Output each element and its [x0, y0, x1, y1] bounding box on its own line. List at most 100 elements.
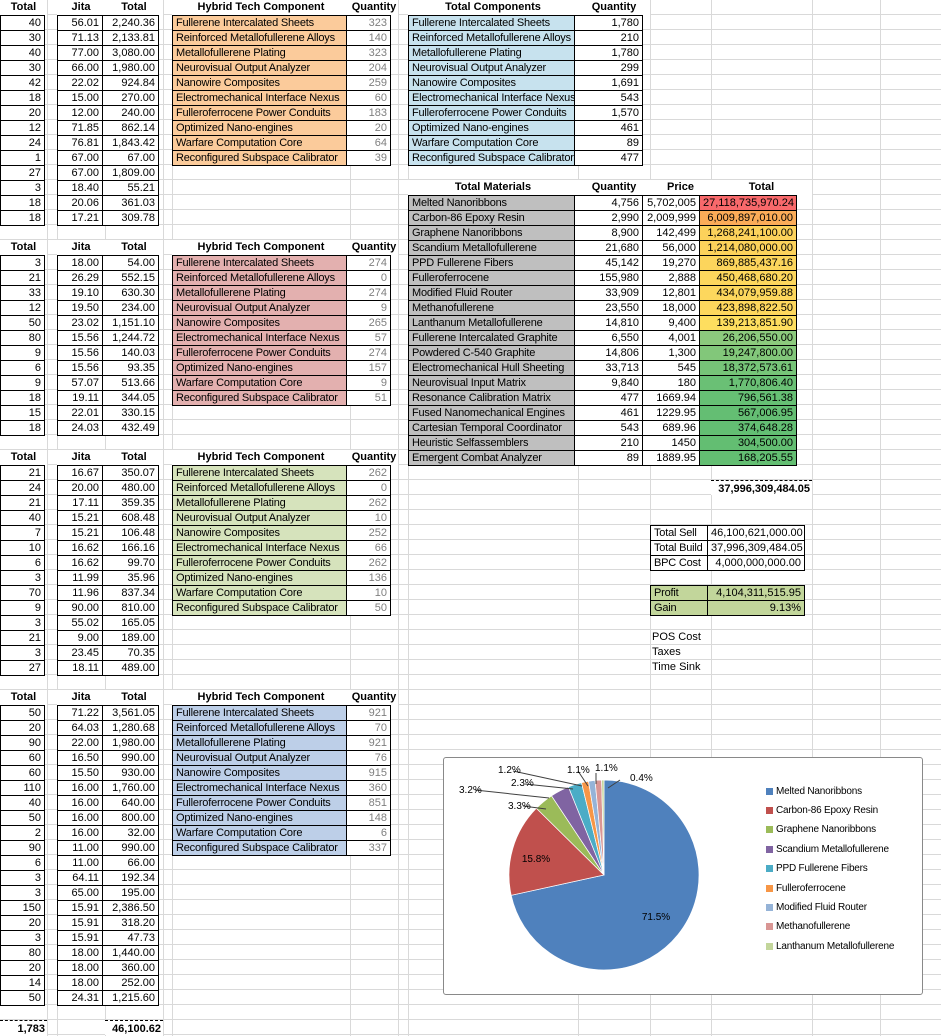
material-total-cell[interactable]: 869,885,437.16 — [699, 255, 797, 271]
component-name-cell[interactable]: Optimized Nano-engines — [408, 120, 575, 136]
row-total-cell[interactable]: 630.30 — [102, 285, 159, 301]
run-quantity-cell[interactable]: 60 — [0, 750, 45, 766]
component-name-cell[interactable]: Optimized Nano-engines — [172, 360, 347, 376]
jita-price-cell[interactable]: 16.00 — [57, 825, 103, 841]
row-total-cell[interactable]: 189.00 — [102, 630, 159, 646]
row-total-cell[interactable]: 270.00 — [102, 90, 159, 106]
row-total-cell[interactable]: 309.78 — [102, 210, 159, 226]
run-quantity-cell[interactable]: 40 — [0, 45, 45, 61]
run-quantity-cell[interactable]: 30 — [0, 60, 45, 76]
material-price-cell[interactable]: 1229.95 — [642, 405, 700, 421]
run-quantity-cell[interactable]: 9 — [0, 375, 45, 391]
jita-price-cell[interactable]: 22.01 — [57, 405, 103, 421]
run-quantity-cell[interactable]: 2 — [0, 825, 45, 841]
component-name-cell[interactable]: Reconfigured Subspace Calibrator — [172, 600, 347, 616]
component-qty-cell[interactable]: 76 — [346, 750, 391, 766]
jita-price-cell[interactable]: 65.00 — [57, 885, 103, 901]
material-name-cell[interactable]: Fused Nanomechanical Engines — [408, 405, 575, 421]
row-total-cell[interactable]: 837.34 — [102, 585, 159, 601]
jita-price-cell[interactable]: 16.00 — [57, 780, 103, 796]
component-name-cell[interactable]: Electromechanical Interface Nexus — [172, 780, 347, 796]
material-total-cell[interactable]: 139,213,851.90 — [699, 315, 797, 331]
component-name-cell[interactable]: Warfare Computation Core — [172, 135, 347, 151]
legend-item[interactable]: Scandium Metallofullerene — [766, 842, 889, 856]
row-total-cell[interactable]: 990.00 — [102, 840, 159, 856]
jita-price-cell[interactable]: 16.00 — [57, 810, 103, 826]
row-total-cell[interactable]: 67.00 — [102, 150, 159, 166]
jita-price-cell[interactable]: 18.40 — [57, 180, 103, 196]
component-name-cell[interactable]: Nanowire Composites — [408, 75, 575, 91]
run-quantity-cell[interactable]: 7 — [0, 525, 45, 541]
component-name-cell[interactable]: Nanowire Composites — [172, 315, 347, 331]
component-name-cell[interactable]: Reconfigured Subspace Calibrator — [408, 150, 575, 166]
component-name-cell[interactable]: Neurovisual Output Analyzer — [172, 510, 347, 526]
row-total-cell[interactable]: 99.70 — [102, 555, 159, 571]
material-total-cell[interactable]: 1,268,241,100.00 — [699, 225, 797, 241]
component-qty-cell[interactable]: 252 — [346, 525, 391, 541]
component-qty-cell[interactable]: 39 — [346, 150, 391, 166]
material-price-cell[interactable]: 1,300 — [642, 345, 700, 361]
component-name-cell[interactable]: Reconfigured Subspace Calibrator — [172, 150, 347, 166]
component-qty-cell[interactable]: 183 — [346, 105, 391, 121]
component-qty-cell[interactable]: 915 — [346, 765, 391, 781]
component-name-cell[interactable]: Electromechanical Interface Nexus — [172, 330, 347, 346]
jita-price-cell[interactable]: 16.62 — [57, 540, 103, 556]
component-qty-cell[interactable]: 360 — [346, 780, 391, 796]
row-total-cell[interactable]: 3,561.05 — [102, 705, 159, 721]
component-name-cell[interactable]: Warfare Computation Core — [172, 585, 347, 601]
component-name-cell[interactable]: Nanowire Composites — [172, 765, 347, 781]
run-quantity-cell[interactable]: 3 — [0, 180, 45, 196]
jita-price-cell[interactable]: 67.00 — [57, 165, 103, 181]
row-total-cell[interactable]: 1,280.68 — [102, 720, 159, 736]
run-quantity-cell[interactable]: 18 — [0, 210, 45, 226]
row-total-cell[interactable]: 800.00 — [102, 810, 159, 826]
row-total-cell[interactable]: 930.00 — [102, 765, 159, 781]
row-total-cell[interactable]: 66.00 — [102, 855, 159, 871]
jita-price-cell[interactable]: 11.00 — [57, 855, 103, 871]
material-name-cell[interactable]: Methanofullerene — [408, 300, 575, 316]
component-qty-cell[interactable]: 921 — [346, 705, 391, 721]
component-qty-cell[interactable]: 274 — [346, 285, 391, 301]
jita-price-cell[interactable]: 15.56 — [57, 345, 103, 361]
jita-price-cell[interactable]: 90.00 — [57, 600, 103, 616]
run-quantity-cell[interactable]: 110 — [0, 780, 45, 796]
run-quantity-cell[interactable]: 50 — [0, 705, 45, 721]
run-quantity-cell[interactable]: 70 — [0, 585, 45, 601]
summary-label-cell[interactable]: Total Build — [650, 540, 708, 556]
material-qty-cell[interactable]: 210 — [574, 435, 643, 451]
component-total-qty-cell[interactable]: 210 — [574, 30, 643, 46]
run-quantity-cell[interactable]: 21 — [0, 495, 45, 511]
component-total-qty-cell[interactable]: 299 — [574, 60, 643, 76]
legend-item[interactable]: Carbon-86 Epoxy Resin — [766, 803, 878, 817]
material-price-cell[interactable]: 56,000 — [642, 240, 700, 256]
row-total-cell[interactable]: 432.49 — [102, 420, 159, 436]
material-name-cell[interactable]: Carbon-86 Epoxy Resin — [408, 210, 575, 226]
component-total-qty-cell[interactable]: 1,691 — [574, 75, 643, 91]
material-qty-cell[interactable]: 461 — [574, 405, 643, 421]
material-total-cell[interactable]: 796,561.38 — [699, 390, 797, 406]
legend-item[interactable]: Graphene Nanoribbons — [766, 823, 876, 837]
component-name-cell[interactable]: Nanowire Composites — [172, 75, 347, 91]
run-quantity-cell[interactable]: 40 — [0, 15, 45, 31]
row-total-cell[interactable]: 93.35 — [102, 360, 159, 376]
component-qty-cell[interactable]: 262 — [346, 555, 391, 571]
component-qty-cell[interactable]: 157 — [346, 360, 391, 376]
material-qty-cell[interactable]: 89 — [574, 450, 643, 466]
jita-price-cell[interactable]: 67.00 — [57, 150, 103, 166]
component-total-qty-cell[interactable]: 1,780 — [574, 45, 643, 61]
jita-price-cell[interactable]: 19.11 — [57, 390, 103, 406]
run-quantity-cell[interactable]: 10 — [0, 540, 45, 556]
material-qty-cell[interactable]: 6,550 — [574, 330, 643, 346]
component-qty-cell[interactable]: 274 — [346, 345, 391, 361]
component-qty-cell[interactable]: 6 — [346, 825, 391, 841]
material-name-cell[interactable]: Fulleroferrocene — [408, 270, 575, 286]
material-name-cell[interactable]: Modified Fluid Router — [408, 285, 575, 301]
run-quantity-cell[interactable]: 60 — [0, 765, 45, 781]
run-quantity-cell[interactable]: 21 — [0, 630, 45, 646]
jita-price-cell[interactable]: 18.00 — [57, 975, 103, 991]
material-total-cell[interactable]: 450,468,680.20 — [699, 270, 797, 286]
run-quantity-cell[interactable]: 6 — [0, 555, 45, 571]
material-qty-cell[interactable]: 14,810 — [574, 315, 643, 331]
row-total-cell[interactable]: 166.16 — [102, 540, 159, 556]
row-total-cell[interactable]: 1,843.42 — [102, 135, 159, 151]
